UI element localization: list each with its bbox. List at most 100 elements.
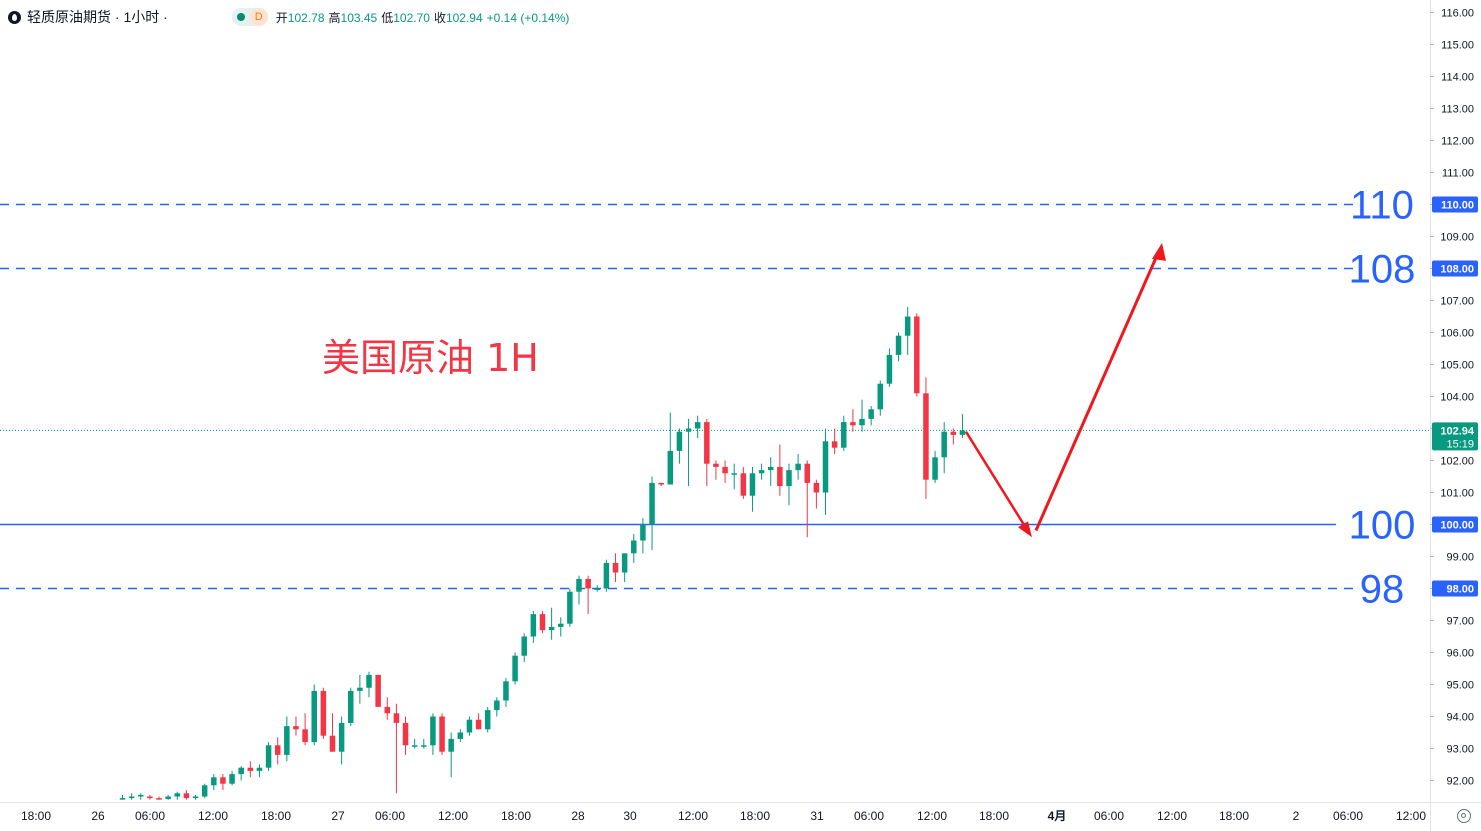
- candle[interactable]: [229, 770, 235, 786]
- candle[interactable]: [658, 482, 664, 487]
- candle[interactable]: [192, 794, 199, 800]
- candle[interactable]: [165, 794, 171, 800]
- candle[interactable]: [119, 794, 126, 800]
- candle[interactable]: [329, 713, 336, 752]
- candle[interactable]: [174, 791, 181, 800]
- candle[interactable]: [384, 697, 391, 720]
- candle[interactable]: [375, 674, 381, 707]
- candle[interactable]: [685, 418, 692, 487]
- candle[interactable]: [713, 460, 719, 480]
- candle[interactable]: [521, 633, 527, 663]
- candle[interactable]: [411, 738, 418, 749]
- candle[interactable]: [941, 422, 947, 474]
- settings-icon[interactable]: [1457, 809, 1471, 823]
- candle[interactable]: [914, 313, 920, 397]
- candle[interactable]: [494, 697, 500, 717]
- candle[interactable]: [138, 793, 144, 800]
- candle[interactable]: [804, 460, 811, 538]
- candle[interactable]: [877, 380, 884, 416]
- candle[interactable]: [128, 793, 135, 800]
- candle[interactable]: [667, 412, 674, 485]
- candle[interactable]: [457, 729, 464, 743]
- candle[interactable]: [777, 444, 783, 496]
- candle[interactable]: [694, 415, 701, 439]
- candle[interactable]: [503, 678, 509, 707]
- candle[interactable]: [238, 766, 244, 781]
- candle[interactable]: [576, 575, 582, 605]
- candle[interactable]: [795, 454, 801, 480]
- candle[interactable]: [895, 332, 902, 362]
- candle[interactable]: [247, 761, 254, 778]
- candle[interactable]: [640, 518, 646, 554]
- candle[interactable]: [850, 409, 856, 432]
- candle[interactable]: [749, 466, 756, 512]
- candle[interactable]: [484, 706, 491, 733]
- candle[interactable]: [320, 687, 327, 739]
- status-pill[interactable]: D: [231, 8, 268, 26]
- candle[interactable]: [348, 687, 354, 727]
- candle[interactable]: [831, 428, 838, 455]
- candle[interactable]: [594, 585, 601, 592]
- candle[interactable]: [923, 377, 929, 499]
- candle[interactable]: [612, 553, 619, 583]
- candle[interactable]: [311, 684, 317, 746]
- candle[interactable]: [274, 737, 281, 765]
- candle[interactable]: [932, 450, 938, 483]
- candle[interactable]: [649, 476, 655, 551]
- candle[interactable]: [475, 713, 482, 730]
- candle[interactable]: [256, 764, 263, 778]
- candle[interactable]: [448, 732, 454, 778]
- candle[interactable]: [430, 713, 436, 755]
- candle[interactable]: [338, 716, 345, 765]
- forecast-arrow-down[interactable]: [964, 431, 1030, 532]
- candle[interactable]: [402, 716, 409, 755]
- candle[interactable]: [758, 463, 765, 480]
- candle[interactable]: [265, 742, 272, 771]
- candle[interactable]: [302, 713, 308, 746]
- candle[interactable]: [631, 534, 637, 563]
- candle[interactable]: [201, 783, 208, 799]
- candle[interactable]: [147, 794, 153, 800]
- candle[interactable]: [548, 607, 555, 640]
- candle[interactable]: [731, 463, 737, 490]
- candle[interactable]: [530, 610, 537, 643]
- candle[interactable]: [421, 738, 427, 749]
- candle[interactable]: [183, 790, 190, 800]
- level-axis-badge: [1432, 580, 1478, 597]
- candle[interactable]: [393, 703, 400, 794]
- candle[interactable]: [822, 428, 829, 515]
- candle[interactable]: [357, 674, 363, 704]
- candle[interactable]: [512, 652, 518, 685]
- candle[interactable]: [786, 463, 792, 506]
- candle[interactable]: [439, 713, 445, 755]
- candle[interactable]: [859, 399, 865, 432]
- forecast-arrow-up[interactable]: [1034, 250, 1161, 532]
- candle[interactable]: [704, 418, 710, 487]
- candle[interactable]: [557, 617, 564, 637]
- candle[interactable]: [366, 671, 372, 698]
- candle[interactable]: [539, 610, 546, 634]
- candle[interactable]: [676, 428, 683, 464]
- candle[interactable]: [904, 306, 911, 355]
- symbol-title[interactable]: 轻质原油期货 · 1小时 ·: [27, 9, 168, 25]
- candle[interactable]: [886, 348, 893, 387]
- candle[interactable]: [585, 575, 591, 615]
- candle[interactable]: [156, 796, 162, 800]
- candle[interactable]: [293, 716, 299, 736]
- candle[interactable]: [813, 479, 820, 509]
- candle[interactable]: [740, 466, 747, 499]
- candle[interactable]: [767, 457, 774, 487]
- candle[interactable]: [211, 774, 217, 791]
- candle[interactable]: [950, 428, 957, 445]
- candle[interactable]: [220, 774, 226, 791]
- candle[interactable]: [868, 406, 874, 426]
- candle[interactable]: [841, 415, 847, 451]
- candle[interactable]: [466, 716, 473, 736]
- candle[interactable]: [621, 553, 628, 583]
- candle[interactable]: [567, 588, 573, 627]
- candle[interactable]: [722, 460, 728, 483]
- candle[interactable]: [603, 559, 610, 592]
- candle[interactable]: [959, 414, 966, 439]
- candle[interactable]: [284, 716, 290, 762]
